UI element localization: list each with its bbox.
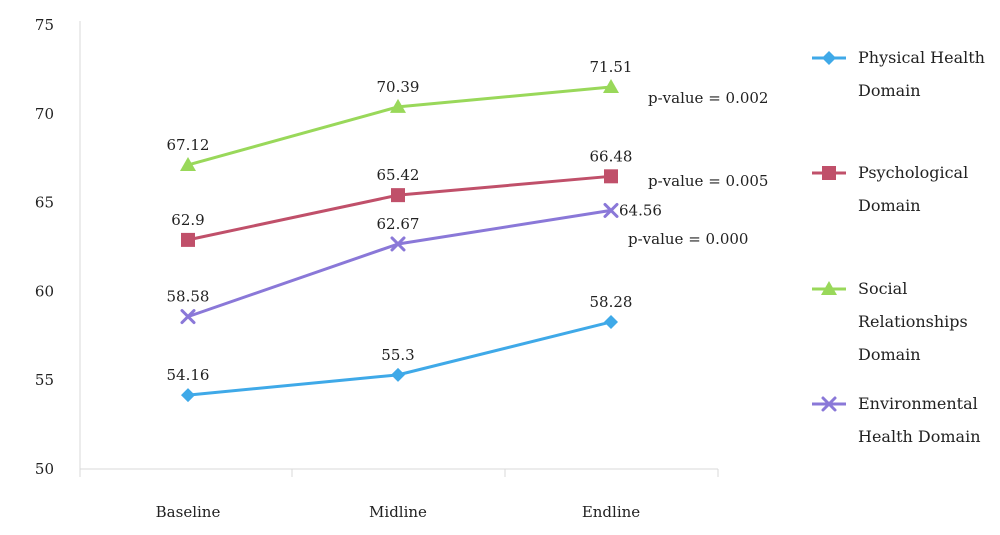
y-tick-label: 55	[35, 371, 54, 389]
data-label-social-relationships-domain: 67.12	[167, 136, 210, 154]
legend-label: Health Domain	[858, 427, 981, 446]
data-point-environmental-health-domain	[180, 309, 196, 325]
data-point-physical-health-domain	[604, 314, 618, 329]
legend-label: Psychological	[858, 163, 968, 182]
chart-axes: 50 55 60 65 70 75 Baseline Midline Endline	[35, 16, 719, 521]
y-tick-label: 60	[35, 282, 54, 300]
legend-marker-physical-health-domain	[822, 51, 836, 65]
legend-item-environmental-health-domain: Environmental Health Domain	[812, 394, 981, 446]
data-label-physical-health-domain: 58.28	[590, 293, 633, 311]
series-environmental-health-domain: 58.58 62.67 64.56	[167, 201, 662, 325]
data-label-environmental-health-domain: 64.56	[619, 201, 662, 219]
legend-marker-psychological-domain	[822, 166, 836, 180]
data-point-psychological-domain	[181, 232, 195, 247]
legend-label: Physical Health	[858, 48, 985, 67]
data-label-environmental-health-domain: 58.58	[167, 288, 210, 306]
data-point-environmental-health-domain	[390, 236, 406, 252]
data-point-physical-health-domain	[181, 388, 195, 403]
legend-label: Social	[858, 279, 907, 298]
data-point-psychological-domain	[391, 188, 405, 203]
data-point-social-relationships-domain	[390, 98, 406, 113]
data-label-psychological-domain: 66.48	[590, 147, 633, 165]
data-point-physical-health-domain	[391, 367, 405, 382]
y-tick-label: 75	[35, 16, 54, 34]
chart-series: 54.16 55.3 58.28 62.9 65.42 66.48 67.12 70.39 71…	[167, 58, 662, 403]
series-social-relationships-domain: 67.12 70.39 71.51	[167, 58, 633, 171]
legend-label: Domain	[858, 345, 921, 364]
p-value-annotation: p-value = 0.005	[648, 172, 768, 190]
data-label-social-relationships-domain: 71.51	[590, 58, 633, 76]
y-tick-label: 65	[35, 194, 54, 212]
x-category-label: Baseline	[156, 503, 221, 521]
series-physical-health-domain: 54.16 55.3 58.28	[167, 293, 633, 403]
legend-label: Environmental	[858, 394, 978, 413]
data-label-psychological-domain: 62.9	[171, 211, 204, 229]
data-point-social-relationships-domain	[180, 156, 196, 171]
data-label-physical-health-domain: 54.16	[167, 366, 210, 384]
data-label-psychological-domain: 65.42	[377, 166, 420, 184]
data-label-environmental-health-domain: 62.67	[377, 215, 420, 233]
legend-label: Domain	[858, 196, 921, 215]
data-point-psychological-domain	[604, 169, 618, 184]
p-value-annotation: p-value = 0.002	[648, 89, 768, 107]
legend-marker-social-relationships-domain	[821, 281, 837, 295]
data-label-social-relationships-domain: 70.39	[377, 78, 420, 96]
legend-item-psychological-domain: Psychological Domain	[812, 163, 968, 215]
legend-item-social-relationships-domain: Social Relationships Domain	[812, 279, 968, 364]
legend-label: Domain	[858, 81, 921, 100]
x-category-label: Endline	[582, 503, 640, 521]
legend-marker-environmental-health-domain	[821, 396, 837, 412]
chart-legend: Physical Health Domain Psychological Domain…	[812, 48, 985, 446]
series-psychological-domain: 62.9 65.42 66.48	[171, 147, 632, 247]
data-point-environmental-health-domain	[603, 202, 619, 218]
legend-item-physical-health-domain: Physical Health Domain	[812, 48, 985, 100]
y-tick-label: 70	[35, 105, 54, 123]
data-label-physical-health-domain: 55.3	[381, 346, 414, 364]
series-line-social-relationships-domain	[187, 85, 612, 167]
y-tick-label: 50	[35, 460, 54, 478]
p-value-annotation: p-value = 0.000	[628, 230, 748, 248]
data-point-social-relationships-domain	[603, 78, 619, 93]
x-category-label: Midline	[369, 503, 427, 521]
legend-label: Relationships	[858, 312, 968, 331]
chart-annotations: p-value = 0.005 p-value = 0.002 p-value = …	[628, 89, 768, 248]
